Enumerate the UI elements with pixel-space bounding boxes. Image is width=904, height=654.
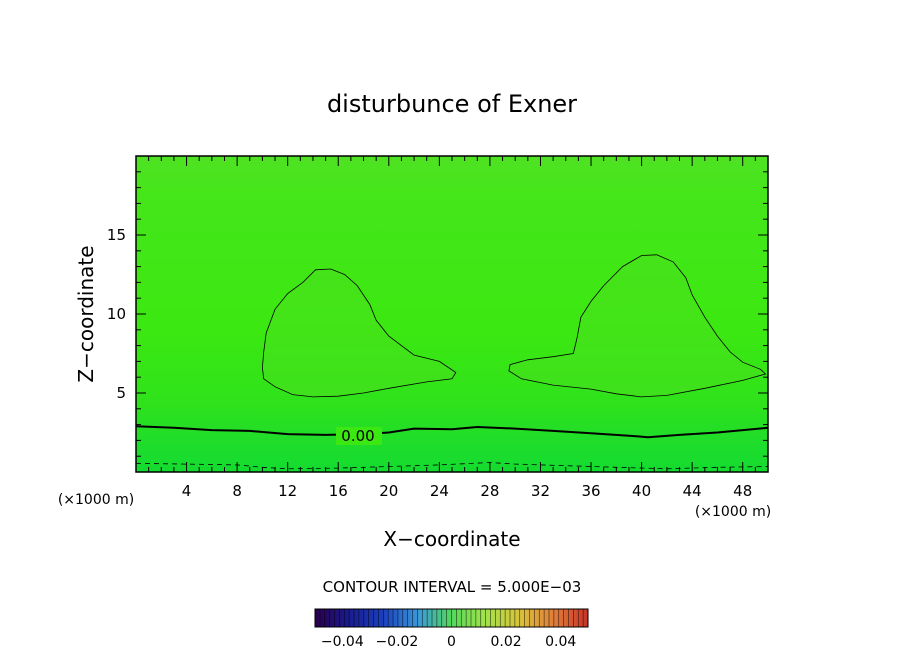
- x-tick-label: 4: [182, 482, 192, 500]
- negative-line-contour: [135, 462, 769, 470]
- x-tick-label: 28: [480, 482, 499, 500]
- contour-interval-text: CONTOUR INTERVAL = 5.000E−03: [323, 578, 582, 596]
- colorbar-level-lines: [319, 609, 584, 627]
- colorbar-tick-label: 0: [447, 634, 456, 650]
- x-unit-label-right: (×1000 m): [695, 504, 771, 520]
- y-tick-label: 15: [107, 226, 126, 244]
- left-cell-contour: [261, 268, 457, 398]
- y-tick-label: 5: [116, 384, 126, 402]
- y-axis-label: Z−coordinate: [74, 245, 98, 382]
- x-axis-ticks: 4 8 12 16 20 24 28 32 36 40 44 48: [148, 156, 756, 500]
- colorbar-tick-label: −0.04: [321, 634, 364, 650]
- colorbar-tick-label: −0.02: [375, 634, 418, 650]
- right-cell-contour: [508, 254, 767, 398]
- contour-label-gap: [336, 427, 382, 445]
- x-tick-label: 44: [683, 482, 702, 500]
- contour-label-zero: 0.00: [341, 427, 374, 445]
- colorbar-tick-labels: −0.04 −0.02 0 0.02 0.04: [321, 634, 577, 650]
- right-cell-shade: [508, 254, 766, 397]
- y-axis-ticks: 5 10 15: [107, 171, 768, 457]
- x-tick-label: 16: [329, 482, 348, 500]
- colorbar-tick-label: 0.04: [545, 634, 576, 650]
- colorbar-tick-label: 0.02: [491, 634, 522, 650]
- chart-title: disturbunce of Exner: [327, 90, 577, 118]
- left-cell-shade: [262, 269, 456, 397]
- field-shading: [262, 254, 766, 397]
- x-tick-label: 24: [430, 482, 449, 500]
- zero-line-contour: [135, 425, 769, 439]
- contour-lines: [135, 254, 769, 470]
- x-tick-label: 40: [632, 482, 651, 500]
- x-tick-label: 20: [379, 482, 398, 500]
- x-tick-label: 8: [232, 482, 242, 500]
- x-axis-label: X−coordinate: [383, 527, 520, 551]
- x-unit-label-left: (×1000 m): [58, 492, 134, 508]
- x-tick-label: 36: [581, 482, 600, 500]
- y-tick-label: 10: [107, 305, 126, 323]
- x-tick-label: 12: [278, 482, 297, 500]
- x-tick-label: 48: [733, 482, 752, 500]
- x-tick-label: 32: [531, 482, 550, 500]
